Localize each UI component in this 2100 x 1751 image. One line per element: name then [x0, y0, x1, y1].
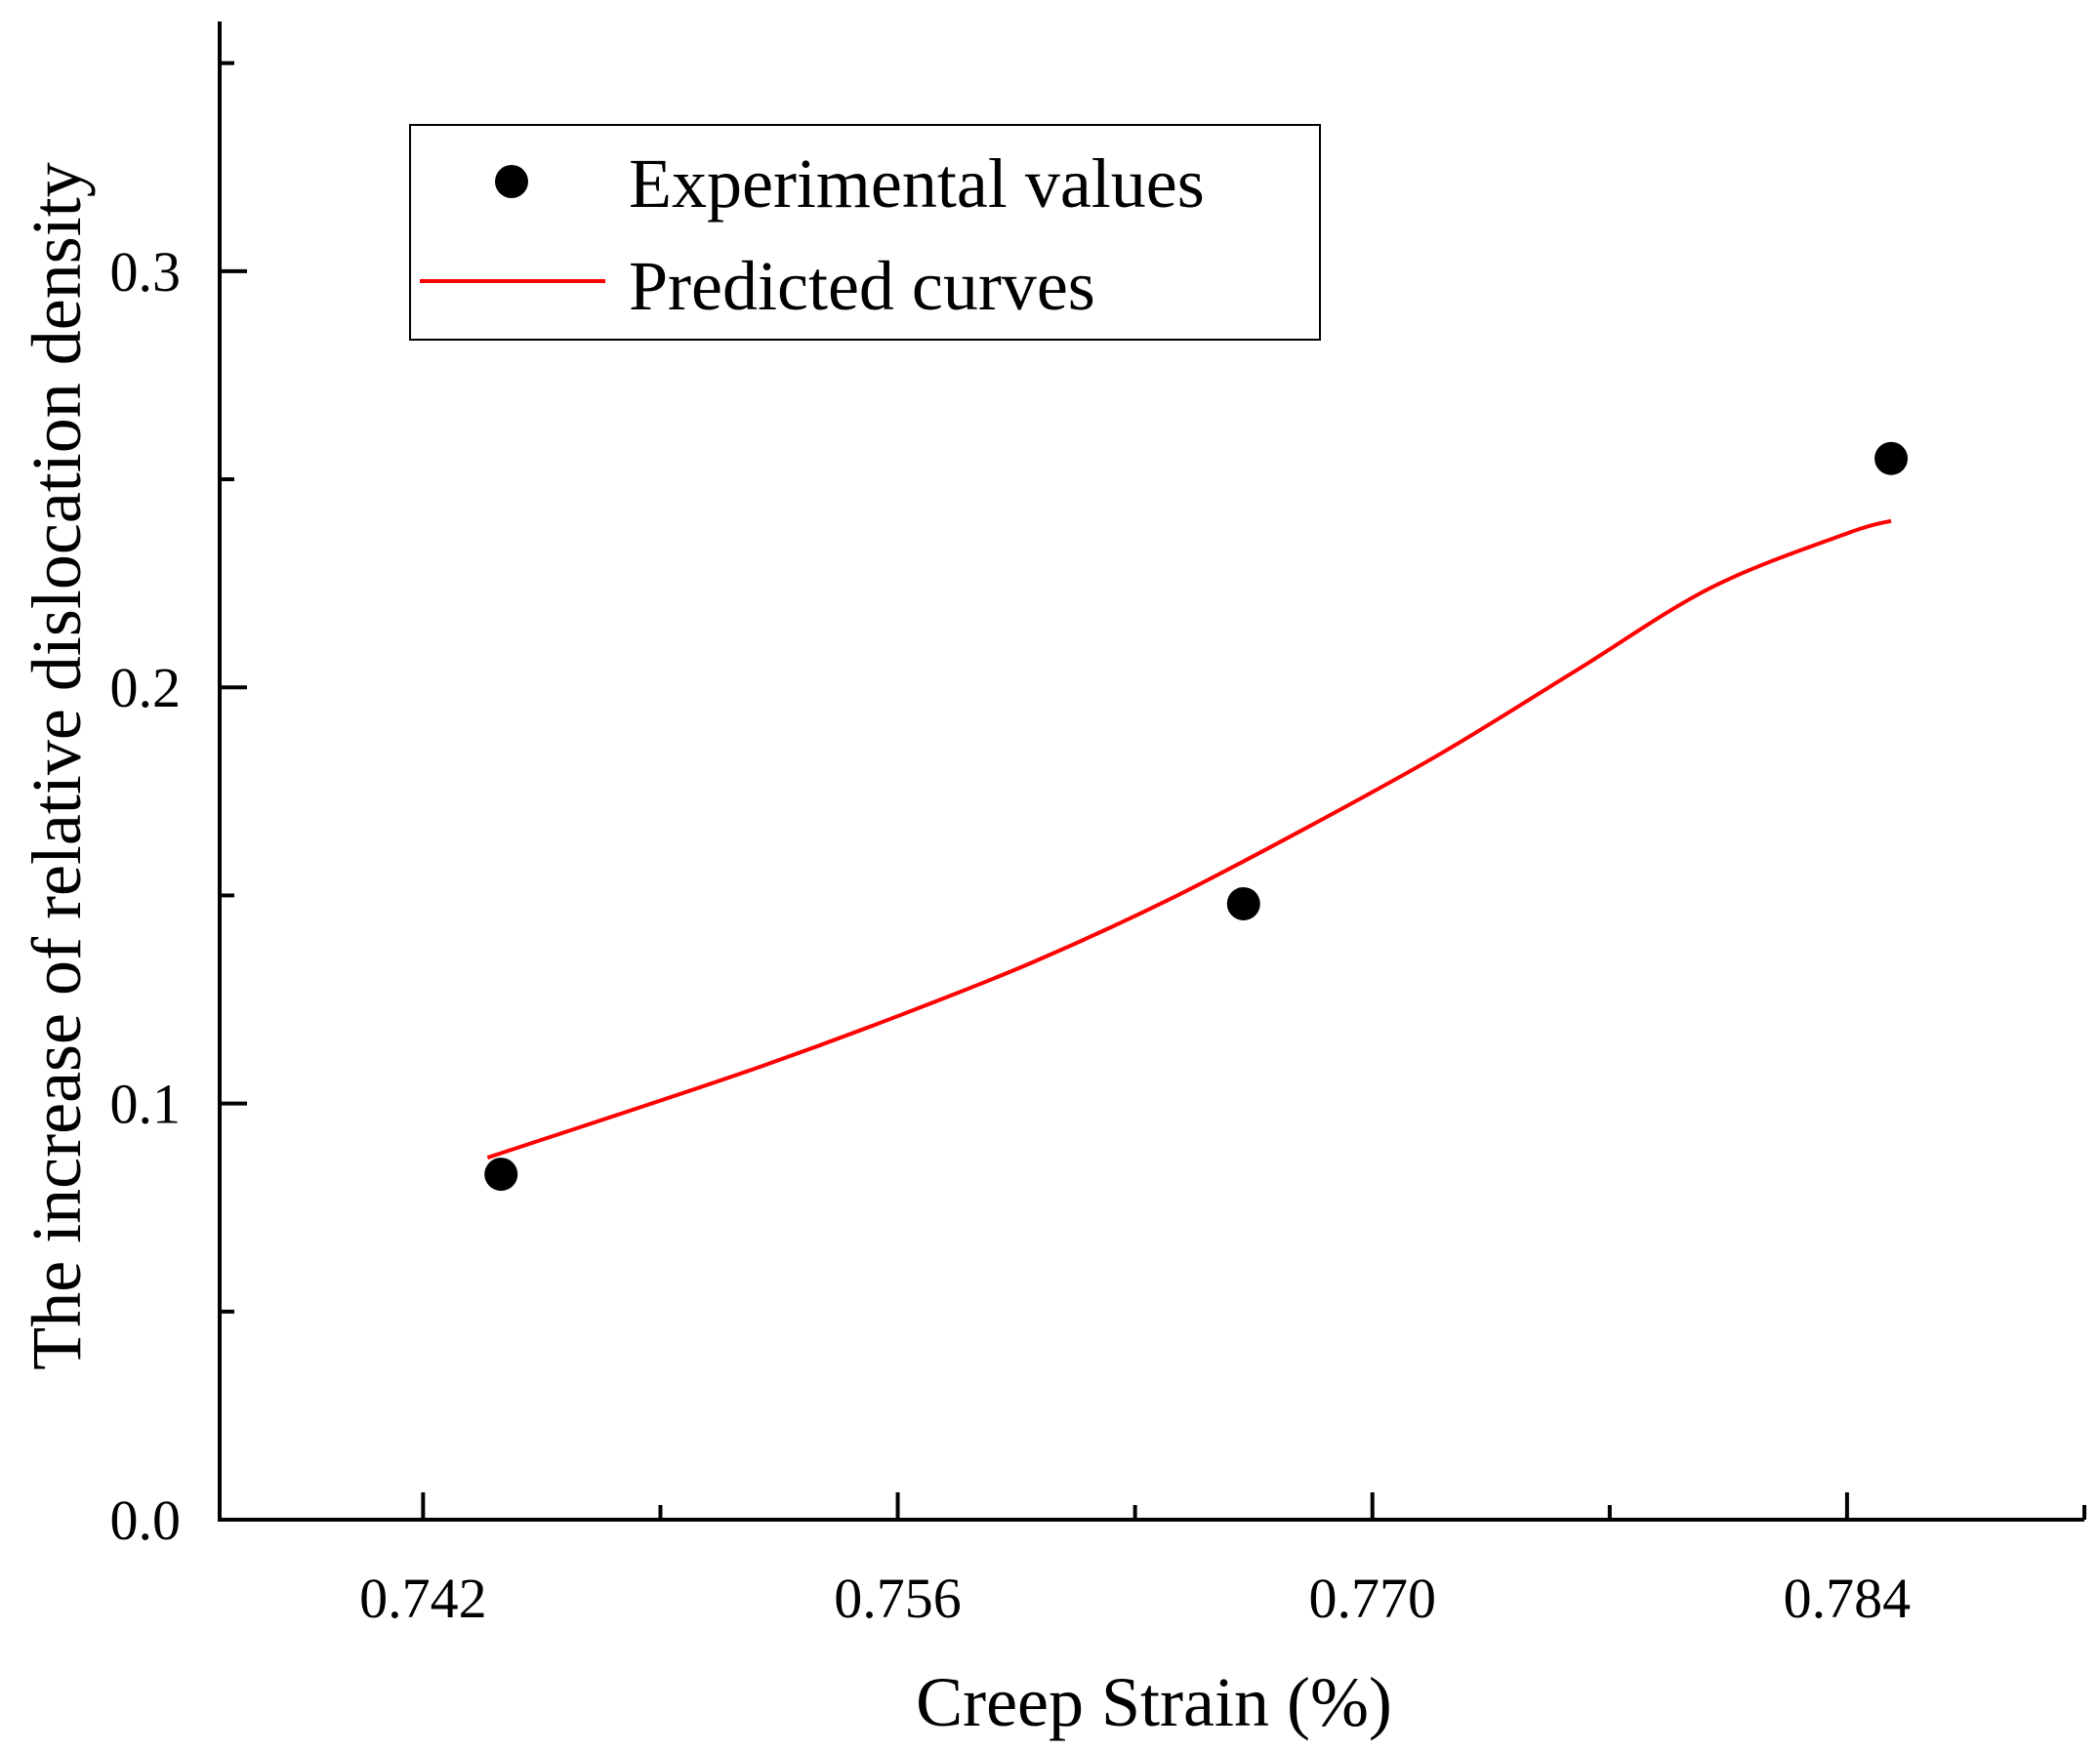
y-tick-label: 0.1: [110, 1073, 182, 1136]
predicted-curve-line: [486, 518, 1892, 1160]
experimental-point: [1226, 886, 1260, 920]
x-tick-label: 0.756: [834, 1567, 962, 1630]
x-tick-label: 0.784: [1784, 1567, 1912, 1630]
y-axis-ticks: 0.0 0.1 0.2 0.3: [110, 61, 247, 1552]
predicted-curve-series: [486, 518, 1892, 1160]
legend-label-predicted: Predicted curves: [629, 247, 1095, 325]
x-axis-ticks: 0.742 0.756 0.770 0.784: [359, 1492, 2086, 1630]
y-tick-label: 0.0: [110, 1488, 182, 1552]
experimental-point: [484, 1158, 518, 1192]
legend: Experimental values Predicted curves: [409, 124, 1321, 341]
y-tick-label: 0.2: [110, 656, 182, 719]
y-axis-title: The increase of relative dislocation den…: [18, 162, 96, 1370]
x-axis-title: Creep Strain (%): [916, 1663, 1392, 1741]
experimental-point: [1874, 441, 1909, 475]
x-tick-label: 0.742: [359, 1567, 487, 1630]
legend-marker-experimental: [495, 165, 528, 198]
x-tick-label: 0.770: [1308, 1567, 1436, 1630]
experimental-values-series: [484, 441, 1909, 1192]
legend-label-experimental: Experimental values: [629, 144, 1205, 223]
legend-box: [409, 124, 1321, 341]
y-tick-label: 0.3: [110, 240, 182, 304]
